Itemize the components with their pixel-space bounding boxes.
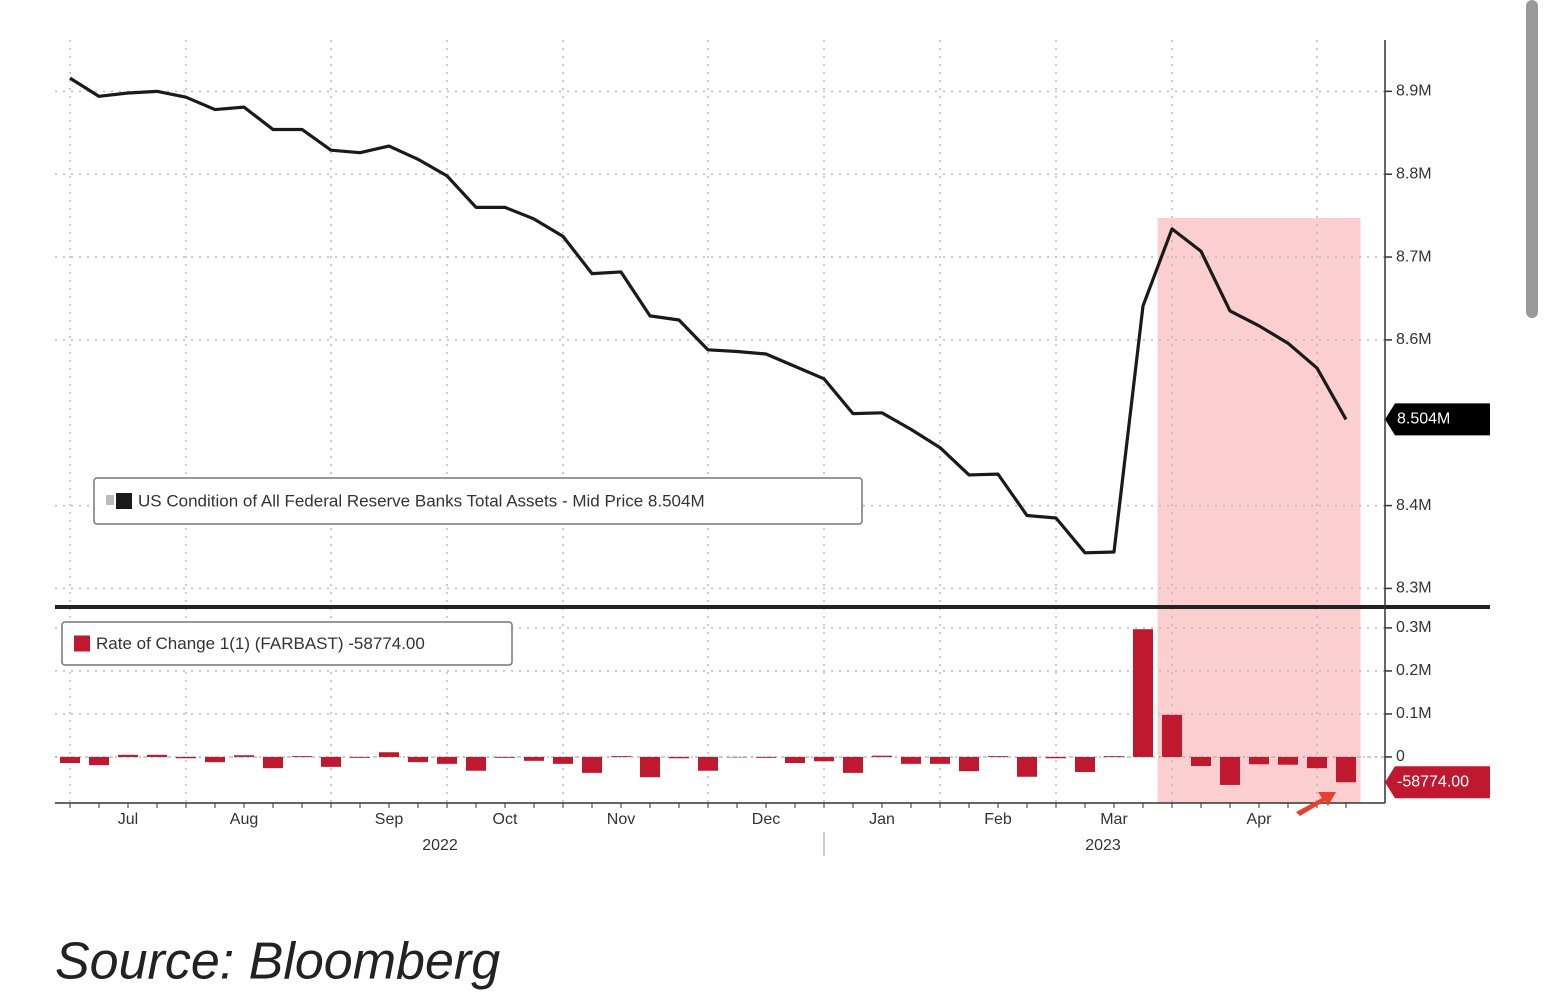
bar <box>1162 714 1182 757</box>
value-label: 8.504M <box>1397 411 1450 428</box>
bar <box>669 756 689 759</box>
legend-box <box>93 477 863 525</box>
y-tick-label: 8.6M <box>1396 331 1432 348</box>
bar <box>640 756 660 778</box>
bar <box>60 756 80 763</box>
bar <box>1278 756 1298 765</box>
bar <box>930 756 950 764</box>
bar <box>1075 756 1095 773</box>
annotation-arrow <box>1296 792 1336 816</box>
bar <box>524 756 544 761</box>
value-label-box <box>1385 766 1490 799</box>
bar <box>988 756 1008 757</box>
bar <box>1249 756 1269 765</box>
bar <box>205 756 225 763</box>
source-note: Source: Bloomberg <box>55 933 500 991</box>
bar <box>379 752 399 757</box>
bar <box>466 756 486 771</box>
bar <box>959 756 979 772</box>
y-tick-label: 8.7M <box>1396 248 1432 265</box>
bar <box>611 756 631 757</box>
y-tick-label: 8.4M <box>1396 497 1432 514</box>
x-tick-label: Oct <box>493 811 518 828</box>
bar <box>147 754 167 757</box>
bar <box>756 756 776 758</box>
bar <box>408 756 428 763</box>
x-group-label: 2023 <box>1085 837 1121 854</box>
y-tick-label: 8.9M <box>1396 83 1432 100</box>
x-tick-label: Dec <box>752 811 780 828</box>
x-tick-label: Sep <box>375 811 404 828</box>
legend-label: US Condition of All Federal Reserve Bank… <box>138 491 705 510</box>
legend-label: Rate of Change 1(1) (FARBAST) -58774.00 <box>96 634 425 653</box>
x-tick-label: Feb <box>984 811 1012 828</box>
bar <box>1336 756 1356 783</box>
bar <box>582 756 602 773</box>
bar <box>872 755 892 757</box>
value-label: -58774.00 <box>1397 773 1469 790</box>
x-tick-label: Nov <box>607 811 635 828</box>
bar <box>1133 629 1153 757</box>
x-tick-label: Mar <box>1100 811 1128 828</box>
x-group-label: 2022 <box>422 837 458 854</box>
x-tick-label: Apr <box>1247 811 1273 828</box>
y-tick-label: 0.1M <box>1396 705 1432 722</box>
x-tick-label: Aug <box>230 811 258 828</box>
bar <box>350 756 370 758</box>
bar <box>1104 756 1124 757</box>
bar <box>1046 756 1066 759</box>
bar <box>1191 756 1211 767</box>
bar <box>176 756 196 759</box>
bar <box>118 754 138 757</box>
bar <box>495 756 515 758</box>
scrollbar <box>1526 0 1538 318</box>
line-series <box>69 76 1348 555</box>
x-tick-label: Jul <box>118 811 138 828</box>
bar <box>553 756 573 764</box>
bar <box>234 755 254 757</box>
bar <box>698 756 718 771</box>
bar <box>1017 756 1037 777</box>
highlight-region <box>1157 218 1361 803</box>
y-tick-label: 8.8M <box>1396 165 1432 182</box>
bar <box>814 756 834 762</box>
y-tick-label: 0.2M <box>1396 662 1432 679</box>
bar <box>437 756 457 764</box>
bar <box>263 756 283 769</box>
y-tick-label: 0 <box>1396 748 1405 765</box>
bar <box>785 756 805 763</box>
y-tick-label: 0.3M <box>1396 619 1432 636</box>
bar <box>292 756 312 757</box>
legend-swatch <box>74 635 90 652</box>
bar <box>1220 756 1240 785</box>
legend-box <box>61 621 513 666</box>
bar <box>321 756 341 767</box>
legend-swatch <box>116 493 132 509</box>
bar <box>901 756 921 764</box>
x-tick-label: Jan <box>869 811 895 828</box>
bar <box>89 756 109 766</box>
bar <box>843 756 863 773</box>
value-label-box <box>1385 403 1490 436</box>
legend-swatch-ghost <box>106 495 114 505</box>
bar <box>1307 756 1327 769</box>
y-tick-label: 8.3M <box>1396 580 1432 597</box>
